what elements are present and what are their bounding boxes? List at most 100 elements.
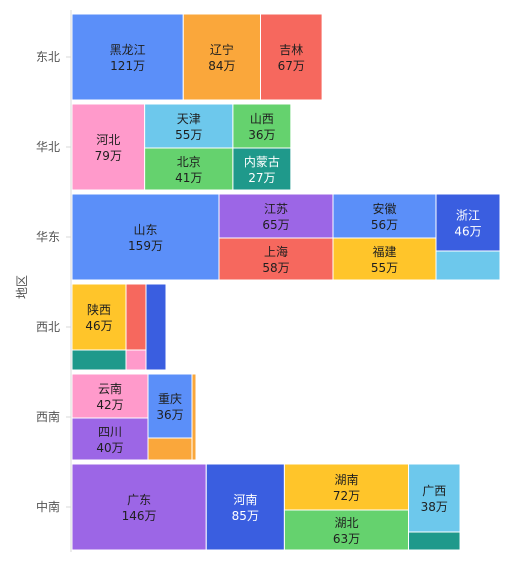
cell-rect bbox=[71, 283, 127, 351]
cell-name-label: 上海 bbox=[264, 244, 288, 259]
cell-name-label: 北京 bbox=[177, 155, 201, 169]
cell-unlabeled[interactable] bbox=[408, 531, 461, 551]
cell-rect bbox=[435, 250, 501, 281]
cell-rect bbox=[144, 147, 234, 191]
cell-rect bbox=[71, 13, 184, 101]
treemap-cells: 黑龙江121万辽宁84万吉林67万河北79万天津55万北京41万山西36万内蒙古… bbox=[71, 13, 501, 551]
cell-rect bbox=[205, 463, 285, 551]
cell-rect bbox=[259, 13, 323, 101]
cell-陕西[interactable]: 陕西 46万 bbox=[71, 283, 127, 351]
cell-unlabeled[interactable] bbox=[145, 283, 167, 371]
cell-name-label: 山东 bbox=[133, 223, 157, 237]
cell-name-label: 天津 bbox=[177, 112, 201, 126]
cell-rect bbox=[71, 463, 207, 551]
y-tick-label: 西南 bbox=[36, 409, 60, 424]
cell-湖南[interactable]: 湖南 72万 bbox=[283, 463, 410, 511]
cell-rect bbox=[71, 103, 146, 191]
cell-value-label: 40万 bbox=[96, 441, 123, 455]
cell-河南[interactable]: 河南 85万 bbox=[205, 463, 285, 551]
cell-黑龙江[interactable]: 黑龙江 121万 bbox=[71, 13, 184, 101]
cell-value-label: 85万 bbox=[232, 509, 259, 523]
cell-rect bbox=[147, 373, 193, 439]
cell-重庆[interactable]: 重庆 36万 bbox=[147, 373, 193, 439]
cell-name-label: 山西 bbox=[250, 112, 274, 126]
cell-value-label: 38万 bbox=[421, 500, 448, 514]
cell-unlabeled[interactable] bbox=[125, 349, 147, 371]
cell-江苏[interactable]: 江苏 65万 bbox=[218, 193, 334, 239]
cell-name-label: 湖南 bbox=[334, 472, 358, 487]
cell-rect bbox=[125, 349, 147, 371]
cell-value-label: 55万 bbox=[175, 128, 202, 142]
cell-name-label: 陕西 bbox=[87, 302, 111, 317]
cell-rect bbox=[147, 437, 193, 461]
cell-rect bbox=[125, 283, 147, 351]
cell-rect bbox=[408, 531, 461, 551]
cell-value-label: 58万 bbox=[262, 261, 289, 275]
cell-四川[interactable]: 四川 40万 bbox=[71, 417, 149, 461]
cell-name-label: 湖北 bbox=[334, 515, 358, 530]
y-tick-label: 华东 bbox=[36, 230, 60, 244]
y-axis-title: 地区 bbox=[15, 275, 29, 299]
cell-name-label: 重庆 bbox=[158, 392, 182, 406]
cell-unlabeled[interactable] bbox=[147, 437, 193, 461]
cell-河北[interactable]: 河北 79万 bbox=[71, 103, 146, 191]
cell-name-label: 浙江 bbox=[456, 209, 480, 223]
cell-北京[interactable]: 北京 41万 bbox=[144, 147, 234, 191]
cell-value-label: 65万 bbox=[262, 218, 289, 232]
cell-name-label: 福建 bbox=[372, 244, 396, 259]
cell-rect bbox=[145, 283, 167, 371]
cell-rect bbox=[71, 193, 220, 281]
cell-name-label: 江苏 bbox=[264, 202, 288, 216]
cell-value-label: 56万 bbox=[371, 218, 398, 232]
cell-unlabeled[interactable] bbox=[435, 250, 501, 281]
cell-name-label: 云南 bbox=[98, 381, 122, 396]
cell-value-label: 46万 bbox=[85, 319, 112, 333]
y-tick-label: 东北 bbox=[36, 50, 60, 64]
cell-name-label: 吉林 bbox=[279, 43, 303, 57]
cell-rect bbox=[218, 237, 334, 281]
cell-name-label: 内蒙古 bbox=[244, 154, 280, 169]
cell-云南[interactable]: 云南 42万 bbox=[71, 373, 149, 419]
cell-value-label: 63万 bbox=[333, 532, 360, 546]
cell-山西[interactable]: 山西 36万 bbox=[232, 103, 292, 149]
cell-name-label: 广西 bbox=[422, 484, 446, 498]
cell-unlabeled[interactable] bbox=[71, 349, 127, 371]
cell-unlabeled[interactable] bbox=[125, 283, 147, 351]
cell-value-label: 84万 bbox=[208, 59, 235, 73]
cell-福建[interactable]: 福建 55万 bbox=[332, 237, 437, 281]
cell-吉林[interactable]: 吉林 67万 bbox=[259, 13, 323, 101]
cell-内蒙古[interactable]: 内蒙古 27万 bbox=[232, 147, 292, 191]
cell-unlabeled[interactable] bbox=[191, 373, 197, 461]
cell-rect bbox=[71, 349, 127, 371]
cell-上海[interactable]: 上海 58万 bbox=[218, 237, 334, 281]
cell-广东[interactable]: 广东 146万 bbox=[71, 463, 207, 551]
cell-rect bbox=[182, 13, 261, 101]
cell-name-label: 四川 bbox=[98, 425, 122, 439]
cell-安徽[interactable]: 安徽 56万 bbox=[332, 193, 437, 239]
cell-value-label: 72万 bbox=[333, 489, 360, 503]
y-tick-label: 中南 bbox=[36, 499, 60, 514]
cell-rect bbox=[232, 103, 292, 149]
cell-name-label: 辽宁 bbox=[210, 42, 234, 57]
cell-山东[interactable]: 山东 159万 bbox=[71, 193, 220, 281]
cell-天津[interactable]: 天津 55万 bbox=[144, 103, 234, 149]
cell-name-label: 广东 bbox=[127, 493, 151, 507]
cell-rect bbox=[435, 193, 501, 252]
cell-辽宁[interactable]: 辽宁 84万 bbox=[182, 13, 261, 101]
cell-湖北[interactable]: 湖北 63万 bbox=[283, 509, 410, 551]
cell-rect bbox=[191, 373, 197, 461]
cell-value-label: 79万 bbox=[95, 149, 122, 163]
cell-value-label: 55万 bbox=[371, 261, 398, 275]
cell-name-label: 河北 bbox=[96, 133, 120, 147]
cell-value-label: 42万 bbox=[96, 398, 123, 412]
cell-name-label: 河南 bbox=[233, 492, 257, 507]
cell-value-label: 36万 bbox=[156, 408, 183, 422]
cell-value-label: 27万 bbox=[248, 171, 275, 185]
y-tick-label: 西北 bbox=[36, 320, 60, 334]
cell-value-label: 46万 bbox=[454, 225, 481, 239]
cell-value-label: 36万 bbox=[248, 128, 275, 142]
cell-value-label: 146万 bbox=[122, 509, 157, 523]
cell-广西[interactable]: 广西 38万 bbox=[408, 463, 461, 533]
cell-浙江[interactable]: 浙江 46万 bbox=[435, 193, 501, 252]
